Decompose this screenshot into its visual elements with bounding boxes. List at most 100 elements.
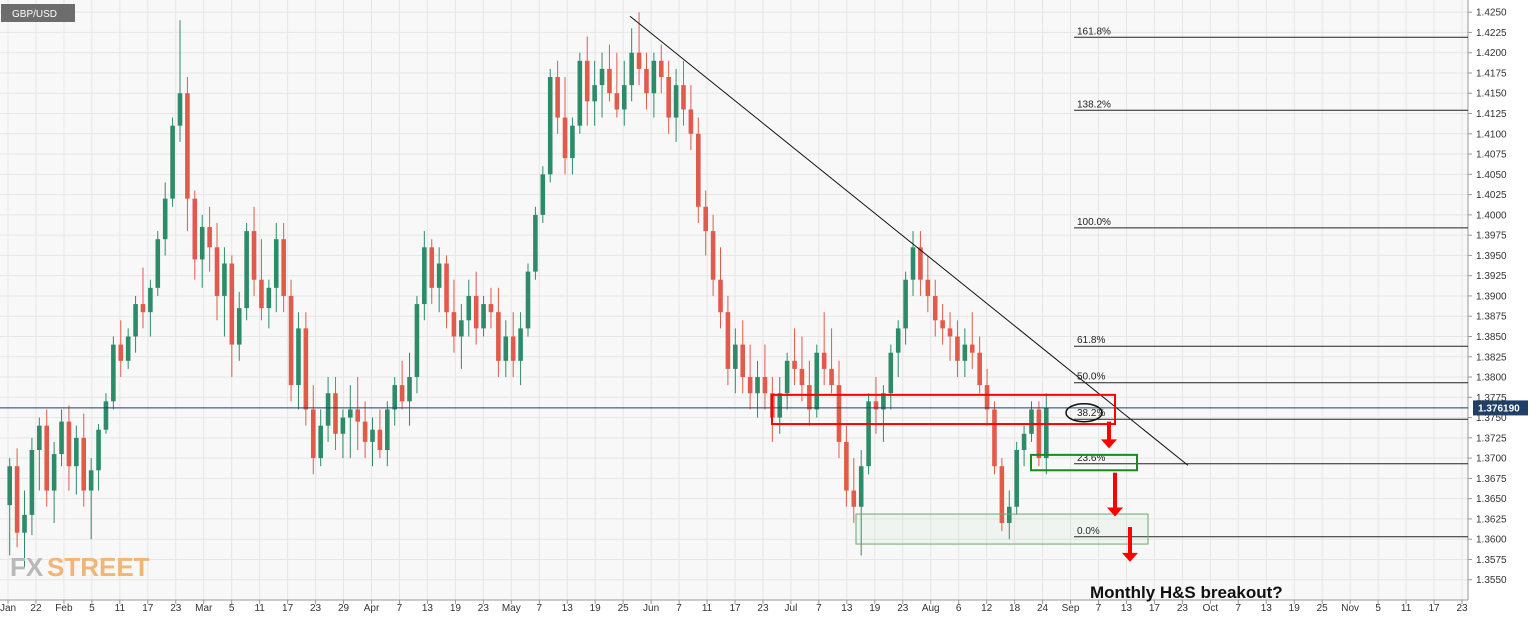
candle: [296, 312, 301, 410]
plot-background: [0, 0, 1468, 600]
candle: [59, 409, 64, 467]
candle: [177, 20, 183, 142]
x-tick-label: 11: [1401, 603, 1412, 614]
candle: [281, 222, 286, 313]
candle: [688, 85, 694, 150]
candle: [259, 239, 264, 321]
candle: [207, 206, 212, 272]
candle: [607, 44, 612, 102]
candle: [236, 291, 242, 361]
logo-street: STREET: [47, 552, 150, 582]
candle: [799, 336, 805, 402]
candle: [525, 263, 531, 337]
candle: [710, 214, 716, 296]
x-tick-label: Oct: [1203, 603, 1219, 614]
candle: [629, 28, 634, 102]
candle: [636, 12, 642, 86]
x-tick-label: 23: [310, 603, 322, 614]
y-tick-label: 1.3600: [1476, 535, 1507, 546]
x-tick-label: Aug: [922, 603, 940, 614]
candle: [940, 304, 945, 345]
candle: [533, 206, 538, 280]
x-tick-label: 7: [1096, 603, 1102, 614]
x-tick-label: Sep: [1062, 603, 1080, 614]
candle: [962, 328, 968, 378]
candle: [740, 320, 746, 394]
y-tick-label: 1.4000: [1476, 210, 1507, 221]
candle: [992, 401, 997, 475]
x-tick-label: 29: [338, 603, 350, 614]
candle: [385, 401, 390, 467]
y-tick-label: 1.3850: [1476, 332, 1507, 343]
candle: [895, 320, 901, 378]
candle: [977, 336, 982, 394]
candle: [984, 368, 990, 426]
candle: [399, 360, 405, 410]
y-tick-label: 1.3825: [1476, 352, 1507, 363]
candle: [547, 68, 553, 183]
fib-label: 23.6%: [1077, 453, 1105, 464]
candle: [222, 247, 227, 337]
candle: [792, 328, 797, 386]
x-tick-label: 17: [729, 603, 741, 614]
x-tick-label: 5: [89, 603, 95, 614]
x-tick-label: 17: [142, 603, 154, 614]
candle: [762, 344, 768, 410]
x-tick-label: Nov: [1341, 603, 1359, 614]
support-zone-small: [1030, 453, 1138, 472]
candle: [570, 117, 575, 175]
candle: [170, 117, 175, 207]
fib-label: 138.2%: [1077, 99, 1111, 110]
candle: [496, 287, 501, 378]
candle: [251, 206, 257, 296]
candle: [1044, 393, 1049, 475]
candle: [273, 222, 279, 313]
candle: [362, 401, 368, 459]
candle: [51, 441, 57, 523]
candle: [503, 320, 509, 378]
candle: [718, 247, 723, 329]
x-tick-label: 25: [618, 603, 630, 614]
y-tick-label: 1.3925: [1476, 271, 1507, 282]
x-tick-label: 7: [1236, 603, 1242, 614]
candle: [696, 117, 701, 223]
x-tick-label: 25: [1317, 603, 1329, 614]
candle: [836, 360, 842, 459]
overlays: [0, 15, 1468, 562]
candle: [955, 320, 960, 378]
candle: [444, 255, 449, 329]
symbol-badge[interactable]: GBP/USD: [1, 4, 75, 22]
down-arrow: [1101, 421, 1117, 449]
x-tick-label: 23: [1456, 603, 1468, 614]
candles: [7, 12, 1049, 568]
x-tick-label: 13: [562, 603, 574, 614]
candle: [66, 405, 72, 491]
candle: [162, 182, 168, 256]
candle: [348, 385, 353, 459]
fib-label: 0.0%: [1077, 526, 1100, 537]
candle: [555, 60, 560, 134]
candle: [821, 312, 827, 386]
candle: [288, 279, 294, 402]
candle: [133, 295, 138, 353]
candle: [644, 52, 649, 110]
candle: [340, 409, 346, 459]
y-tick-label: 1.3700: [1476, 454, 1507, 465]
y-tick-label: 1.3675: [1476, 474, 1507, 485]
fib-label: 100.0%: [1077, 217, 1111, 228]
candle: [355, 377, 360, 450]
y-tick-label: 1.4150: [1476, 89, 1507, 100]
candle: [1021, 425, 1027, 467]
x-tick-label: 23: [478, 603, 490, 614]
candle: [333, 377, 338, 450]
x-tick-label: 24: [1037, 603, 1049, 614]
candle: [969, 312, 975, 369]
candle: [229, 255, 235, 378]
down-arrow: [1122, 527, 1138, 562]
x-tick-label: Jan: [0, 603, 16, 614]
y-tick-label: 1.3775: [1476, 393, 1507, 404]
candle: [414, 295, 420, 394]
candle: [466, 279, 472, 337]
candle: [244, 222, 249, 321]
